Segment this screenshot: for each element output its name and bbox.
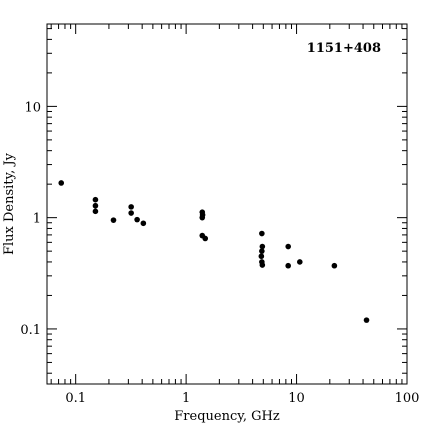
y-tick-label: 10 xyxy=(24,100,41,115)
data-point xyxy=(199,214,206,221)
x-axis-title: Frequency, GHz xyxy=(174,409,280,424)
axis-ticks xyxy=(47,24,408,384)
data-point xyxy=(297,259,303,265)
y-axis-title: Flux Density, Jy xyxy=(2,152,17,255)
axis-tick-labels: 0.1 1 10 100 0.1 1 10 xyxy=(20,100,419,406)
y-tick-label: 1 xyxy=(33,212,41,227)
data-points xyxy=(58,180,370,323)
data-point xyxy=(202,235,209,242)
x-tick-label: 10 xyxy=(288,391,305,406)
data-point xyxy=(259,230,265,237)
data-point xyxy=(258,253,265,260)
x-tick-label: 100 xyxy=(395,391,420,406)
plot-frame xyxy=(46,23,408,385)
data-point xyxy=(331,262,338,269)
data-point xyxy=(259,248,265,254)
data-point xyxy=(259,262,266,268)
x-tick-label: 1 xyxy=(182,391,190,406)
data-point xyxy=(92,202,99,209)
data-point xyxy=(285,243,291,250)
data-point xyxy=(128,204,134,210)
data-point xyxy=(92,196,99,203)
data-point xyxy=(140,220,147,227)
data-point xyxy=(363,317,370,323)
y-tick-label: 0.1 xyxy=(20,323,41,338)
data-point xyxy=(58,180,65,186)
data-point xyxy=(92,208,99,215)
data-point xyxy=(259,243,266,250)
data-point xyxy=(110,217,117,223)
data-point xyxy=(128,210,134,216)
data-point xyxy=(134,216,140,223)
data-point xyxy=(285,262,291,269)
x-tick-label: 0.1 xyxy=(65,391,86,406)
source-annotation: 1151+408 xyxy=(307,41,381,56)
